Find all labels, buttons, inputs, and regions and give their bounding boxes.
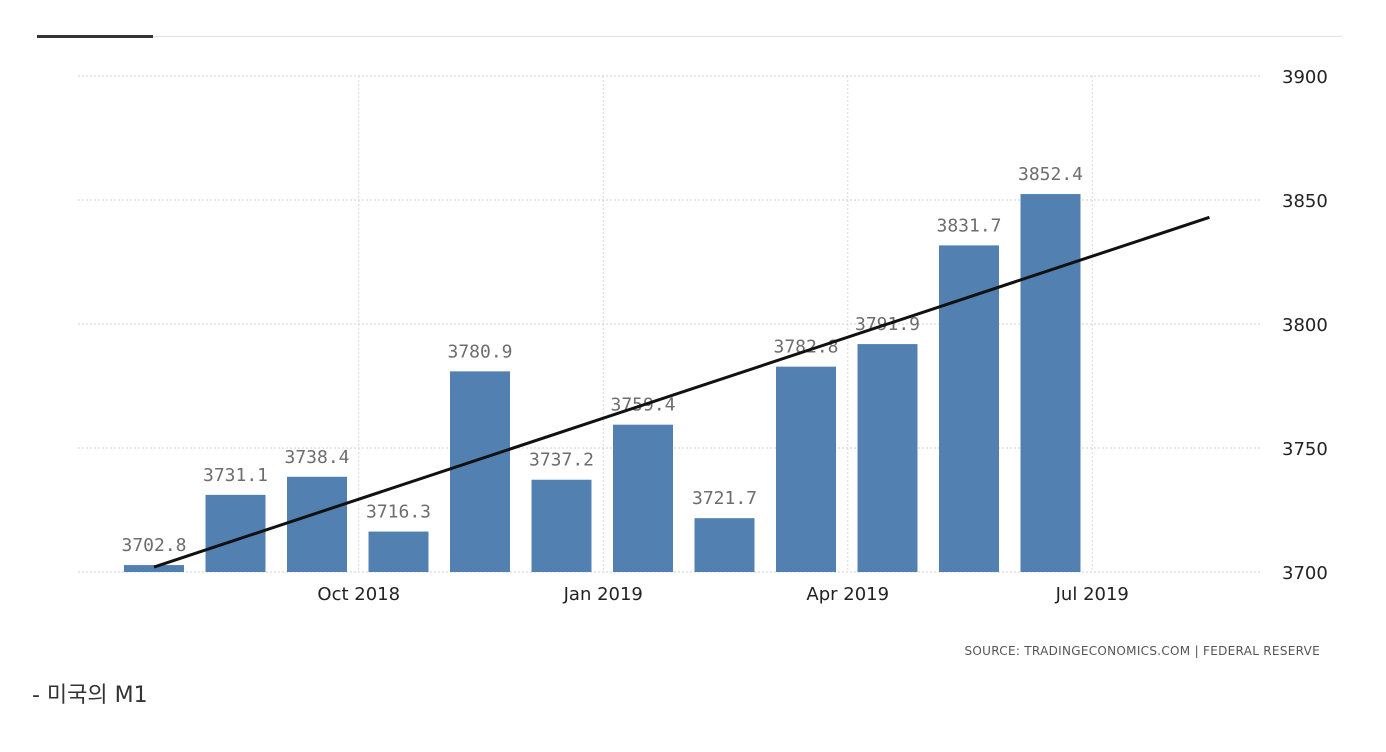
bar [776,366,836,572]
bar-value-label: 3738.4 [284,447,349,468]
bar-value-label: 3702.8 [121,535,186,556]
x-tick-label: Jan 2019 [563,584,643,605]
x-axis: Oct 2018 Jan 2019 Apr 2019 Jul 2019 [317,584,1128,605]
bar [450,371,510,572]
source-attribution: SOURCE: TRADINGECONOMICS.COM | FEDERAL R… [965,644,1321,658]
trendline-layer [153,215,1210,569]
bars [124,194,1081,572]
bar [124,565,184,572]
bar [287,476,347,572]
m1-bar-chart: 3702.83731.13738.43716.33780.93737.23759… [37,35,1342,658]
chart-caption: - 미국의 M1 [32,683,148,708]
y-axis: 3700 3750 3800 3850 3900 [1282,67,1328,584]
bar-value-label: 3716.3 [366,502,431,523]
chart-tab-indicator [37,35,153,38]
bar-value-label: 3831.7 [936,215,1001,236]
y-tick-label: 3850 [1282,191,1328,212]
bar-value-label: 3782.8 [773,337,838,358]
x-tick-label: Jul 2019 [1055,584,1129,605]
bar-value-label: 3852.4 [1018,164,1083,185]
bar [939,245,999,572]
bar-value-label: 3721.7 [692,488,757,509]
bar [857,344,918,572]
x-tick-label: Apr 2019 [806,584,889,605]
y-tick-label: 3700 [1282,563,1328,584]
bar-value-labels: 3702.83731.13738.43716.33780.93737.23759… [121,164,1083,556]
bar [613,424,673,572]
bar-value-label: 3737.2 [529,450,594,471]
y-tick-label: 3800 [1282,315,1328,336]
y-tick-label: 3900 [1282,67,1328,88]
bar [368,531,429,572]
bar-value-label: 3731.1 [203,465,268,486]
bar [1020,194,1081,572]
bar [531,479,592,572]
bar [694,518,755,572]
y-tick-label: 3750 [1282,439,1328,460]
x-tick-label: Oct 2018 [317,584,400,605]
trendline [153,215,1210,569]
bar-value-label: 3780.9 [447,341,512,362]
